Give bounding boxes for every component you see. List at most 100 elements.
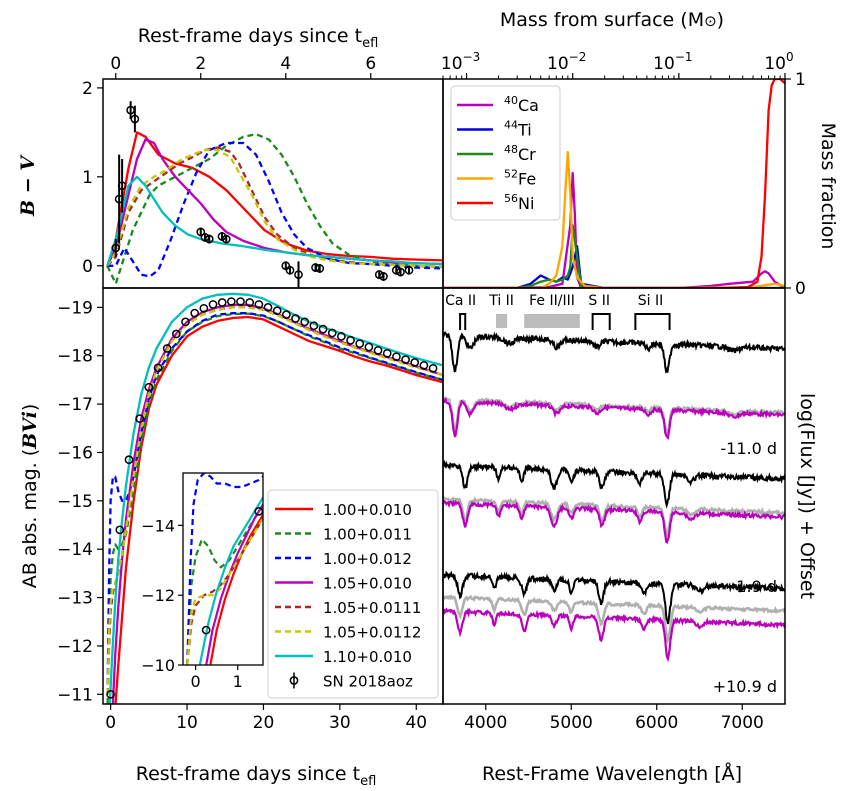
bv-top-tick-label: 0 [110, 54, 121, 74]
inset-frame [182, 472, 264, 666]
epoch-label: -11.0 d [720, 439, 777, 458]
bv-top-tick-label: 6 [365, 54, 376, 74]
bv-y-tick-label: 2 [82, 79, 93, 99]
lc-observed-point [254, 300, 264, 309]
spectrum-model-magenta-1 [443, 499, 785, 545]
lc-observed-point [309, 321, 319, 331]
lc-x-tick-label: 30 [329, 713, 351, 733]
spectrum-plot-area [443, 313, 785, 663]
bv-top-tick-label: 2 [195, 54, 206, 74]
mass-legend-label: 52Fe [504, 168, 536, 189]
mass-legend-label: 48Cr [504, 143, 536, 164]
epoch-label: -1.9 d [731, 577, 777, 596]
spectrum-xlabel: Rest-Frame Wavelength [Å] [482, 762, 742, 785]
bv-ylabel: B − V [17, 154, 39, 217]
top-left-xlabel: Rest-frame days since tefl [138, 25, 379, 51]
lc-observed-point [382, 348, 392, 358]
spectrum-model-magenta-0 [443, 397, 785, 440]
spectrum-observed-1 [443, 459, 785, 509]
lc-legend: 1.00+0.010 1.00+0.011 1.00+0.012 1.05+0.010… [267, 489, 439, 699]
lc-observed-point [300, 317, 310, 327]
line-id-label: Si II [638, 293, 663, 309]
lc-observed-point [135, 414, 145, 423]
lc-y-tick-label: −18 [57, 347, 93, 367]
inset-series-2 [186, 473, 263, 665]
lc-observed-point [291, 314, 300, 323]
lc-legend-label: 1.00+0.012 [323, 550, 412, 568]
lc-observed-point [337, 332, 346, 341]
bv-observed-point [221, 234, 231, 244]
lc-observed-point [364, 342, 374, 352]
bv-series-0 [106, 131, 443, 268]
spectrum-frame [442, 287, 786, 705]
mass-top-tick-label: 100 [764, 50, 793, 74]
lc-y-tick-label: −12 [57, 637, 93, 657]
lc-y-tick-label: −19 [57, 298, 93, 318]
mass-top-tick-label: 10−2 [547, 50, 586, 74]
lc-series-2 [106, 312, 443, 695]
mass-top-tick-label: 10−3 [441, 50, 480, 74]
lc-y-tick-label: −14 [57, 540, 93, 560]
bv-y-tick-label: 1 [82, 168, 93, 188]
inset-series-5 [186, 517, 263, 665]
lc-observed-point [162, 344, 172, 353]
lc-y-tick-label: −16 [57, 443, 93, 463]
spectrum-x-tick-label: 6000 [635, 713, 678, 733]
line-id-bracket [634, 313, 671, 330]
lc-observed-point [106, 689, 115, 699]
bv-series-1 [106, 132, 443, 285]
lc-legend-frame [267, 489, 439, 699]
line-id-bracket [591, 313, 611, 330]
lc-x-tick-label: 40 [405, 713, 427, 733]
lc-observed-point [171, 329, 181, 339]
lc-observed-point [263, 302, 273, 312]
lc-observed-point [327, 328, 337, 338]
lc-observed-point [355, 339, 365, 348]
bv-observed-point [204, 234, 214, 244]
spectrum-ylabel: log(Flux [Jy]) + Offset [796, 393, 818, 599]
mass-y-tick-label: 1 [795, 70, 806, 90]
bv-observed-point [285, 265, 295, 275]
spectrum-model-magenta-2 [443, 607, 785, 663]
line-id-band [524, 314, 580, 328]
mass-legend-label: 40Ca [504, 94, 539, 115]
lc-observed-point [373, 346, 383, 355]
lc-y-tick-label: −15 [57, 492, 93, 512]
lc-x-tick-label: 0 [105, 713, 116, 733]
spectrum-model-grey-2 [443, 594, 785, 645]
inset-x-tick-label: 0 [191, 672, 201, 691]
bv-observed-point [130, 114, 140, 124]
spectrum-x-tick-label: 5000 [550, 713, 593, 733]
inset-series-1 [186, 503, 263, 665]
lc-observed-point [318, 324, 328, 334]
bv-y-tick-label: 0 [82, 257, 93, 277]
spectrum-model-grey-1 [443, 496, 785, 539]
inset-plot-area [186, 473, 263, 665]
lc-observed-point [346, 335, 355, 345]
lc-observed-point [153, 363, 163, 373]
line-id-band [496, 314, 508, 328]
lc-legend-marker [289, 676, 299, 685]
lc-observed-point [419, 361, 429, 370]
lc-legend-label: 1.00+0.010 [323, 501, 412, 519]
inset-background [183, 473, 263, 665]
bv-observed-point [111, 243, 121, 253]
lc-observed-point [272, 306, 282, 316]
inset-y-tick-label: −10 [141, 656, 175, 675]
line-id-label: Ca II [445, 293, 476, 309]
lc-observed-point [208, 300, 218, 309]
lc-legend-label: 1.10+0.010 [323, 648, 412, 666]
lc-y-tick-label: −11 [57, 685, 93, 705]
bv-series-6 [106, 175, 443, 267]
bv-series-3 [106, 138, 443, 267]
inset-series-0 [209, 514, 263, 665]
mass-legend-label: 56Ni [504, 192, 534, 213]
inset-x-tick-label: 1 [233, 672, 243, 691]
bv-observed-point [379, 272, 388, 281]
lc-observed-point [282, 310, 291, 319]
inset-observed-point [201, 625, 211, 635]
bv-plot-area [106, 101, 443, 288]
lc-y-tick-label: −17 [57, 395, 93, 415]
lc-legend-label: 1.00+0.011 [323, 526, 412, 544]
